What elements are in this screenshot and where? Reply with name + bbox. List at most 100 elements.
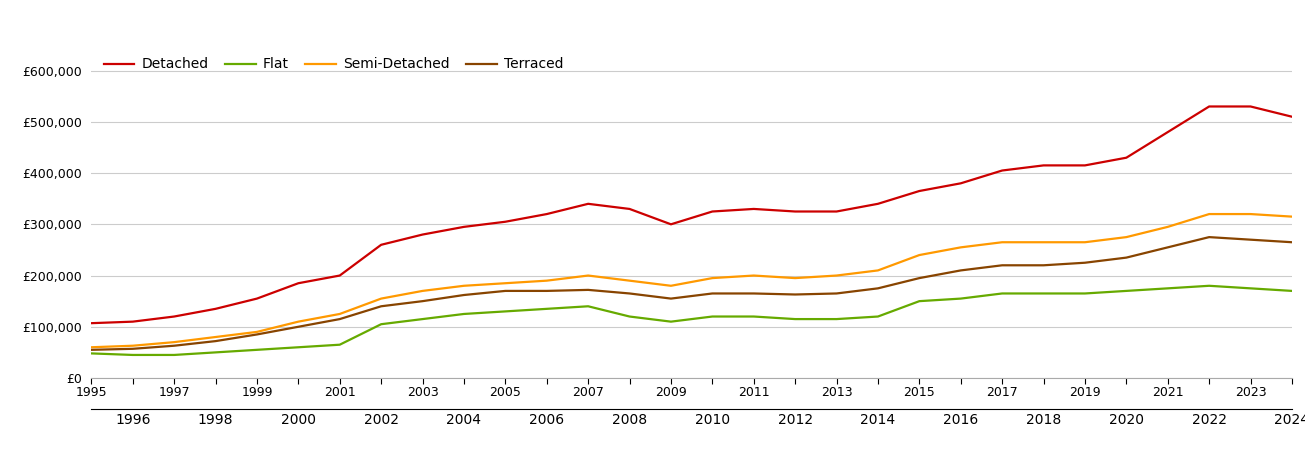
Terraced	[291, 324, 307, 329]
Legend: Detached, Flat, Semi-Detached, Terraced: Detached, Flat, Semi-Detached, Terraced	[98, 52, 569, 77]
Semi-Detached	[125, 343, 141, 348]
Line: Terraced: Terraced	[91, 237, 1292, 350]
Detached	[291, 280, 307, 286]
Semi-Detached	[497, 280, 513, 286]
Semi-Detached	[1284, 214, 1300, 219]
Flat	[373, 321, 389, 327]
Semi-Detached	[621, 278, 637, 284]
Terraced	[870, 286, 886, 291]
Semi-Detached	[84, 345, 99, 350]
Line: Semi-Detached: Semi-Detached	[91, 214, 1292, 347]
Terraced	[457, 292, 472, 298]
Terraced	[1118, 255, 1134, 260]
Semi-Detached	[1077, 239, 1092, 245]
Semi-Detached	[331, 311, 347, 317]
Flat	[1160, 286, 1176, 291]
Detached	[331, 273, 347, 278]
Terraced	[787, 292, 803, 297]
Detached	[746, 206, 762, 211]
Detached	[457, 224, 472, 230]
Terraced	[911, 275, 927, 281]
Semi-Detached	[291, 319, 307, 324]
Flat	[1077, 291, 1092, 296]
Semi-Detached	[415, 288, 431, 293]
Flat	[663, 319, 679, 324]
Flat	[621, 314, 637, 319]
Detached	[1202, 104, 1218, 109]
Detached	[166, 314, 181, 319]
Flat	[84, 351, 99, 356]
Semi-Detached	[953, 245, 968, 250]
Semi-Detached	[207, 334, 223, 340]
Terraced	[373, 304, 389, 309]
Detached	[787, 209, 803, 214]
Detached	[497, 219, 513, 225]
Flat	[1242, 286, 1258, 291]
Detached	[1118, 155, 1134, 160]
Flat	[994, 291, 1010, 296]
Semi-Detached	[581, 273, 596, 278]
Terraced	[207, 338, 223, 344]
Terraced	[125, 346, 141, 351]
Semi-Detached	[166, 339, 181, 345]
Flat	[249, 347, 265, 352]
Detached	[621, 206, 637, 211]
Flat	[457, 311, 472, 317]
Terraced	[497, 288, 513, 293]
Semi-Detached	[1242, 212, 1258, 217]
Detached	[373, 242, 389, 248]
Flat	[746, 314, 762, 319]
Detached	[84, 320, 99, 326]
Terraced	[746, 291, 762, 296]
Flat	[705, 314, 720, 319]
Semi-Detached	[994, 239, 1010, 245]
Flat	[581, 304, 596, 309]
Terraced	[539, 288, 555, 293]
Detached	[125, 319, 141, 324]
Flat	[787, 316, 803, 322]
Flat	[953, 296, 968, 302]
Flat	[331, 342, 347, 347]
Terraced	[994, 263, 1010, 268]
Detached	[581, 201, 596, 207]
Terraced	[249, 332, 265, 337]
Terraced	[705, 291, 720, 296]
Flat	[415, 316, 431, 322]
Terraced	[415, 298, 431, 304]
Flat	[539, 306, 555, 311]
Terraced	[581, 287, 596, 292]
Detached	[249, 296, 265, 302]
Semi-Detached	[457, 283, 472, 288]
Flat	[497, 309, 513, 314]
Flat	[1036, 291, 1052, 296]
Detached	[539, 212, 555, 217]
Semi-Detached	[249, 329, 265, 335]
Detached	[870, 201, 886, 207]
Detached	[207, 306, 223, 311]
Semi-Detached	[1036, 239, 1052, 245]
Flat	[870, 314, 886, 319]
Terraced	[1284, 239, 1300, 245]
Flat	[911, 298, 927, 304]
Detached	[415, 232, 431, 237]
Flat	[1118, 288, 1134, 293]
Semi-Detached	[1118, 234, 1134, 240]
Flat	[829, 316, 844, 322]
Detached	[829, 209, 844, 214]
Detached	[953, 180, 968, 186]
Line: Detached: Detached	[91, 107, 1292, 323]
Semi-Detached	[1202, 212, 1218, 217]
Terraced	[1077, 260, 1092, 265]
Detached	[994, 168, 1010, 173]
Flat	[166, 352, 181, 358]
Line: Flat: Flat	[91, 286, 1292, 355]
Flat	[207, 350, 223, 355]
Flat	[1202, 283, 1218, 288]
Semi-Detached	[746, 273, 762, 278]
Terraced	[166, 343, 181, 348]
Terraced	[621, 291, 637, 296]
Terraced	[663, 296, 679, 302]
Terraced	[829, 291, 844, 296]
Semi-Detached	[539, 278, 555, 284]
Detached	[911, 188, 927, 194]
